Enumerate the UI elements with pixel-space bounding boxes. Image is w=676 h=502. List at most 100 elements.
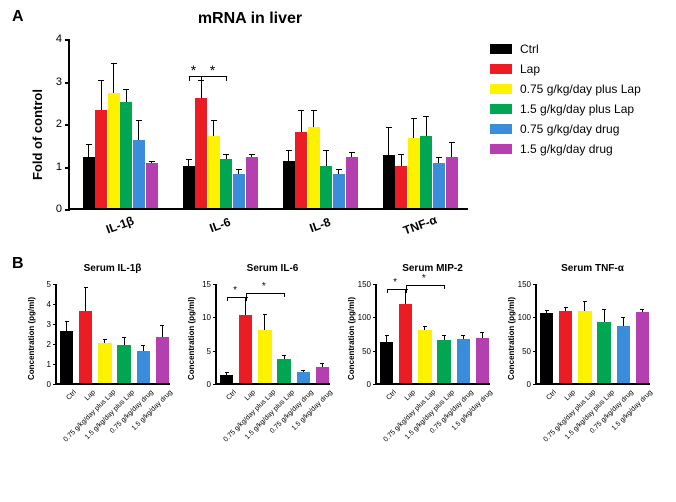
error-bar [426, 117, 427, 136]
error-cap [480, 332, 484, 333]
panel-a-chart: 01234IL-1βIL-6IL-8TNF-α** [68, 40, 468, 210]
bar [133, 140, 145, 208]
error-cap [160, 325, 164, 326]
bar [183, 166, 195, 209]
sig-bracket-leg [227, 297, 228, 301]
bar [297, 372, 310, 383]
panel-b-chart: 050100150CtrlLap0.75 g/kg/day plus Lap1.… [535, 285, 650, 385]
sig-star: * [191, 62, 196, 78]
panel-b-chart-title: Serum TNF-α [515, 263, 670, 274]
error-bar [88, 144, 89, 157]
error-bar [66, 321, 67, 331]
legend-swatch [490, 64, 512, 74]
error-bar [444, 336, 445, 340]
error-bar [413, 119, 414, 138]
y-tick [213, 384, 217, 385]
legend-swatch [490, 124, 512, 134]
error-cap [149, 161, 155, 162]
error-cap [336, 169, 342, 170]
error-bar [623, 317, 624, 326]
error-cap [621, 317, 625, 318]
error-bar [138, 121, 139, 140]
error-bar [565, 307, 566, 311]
sig-bracket-leg [406, 289, 407, 293]
x-group-label: IL-1β [71, 201, 170, 248]
y-tick-label: 15 [193, 280, 211, 289]
panel-b-ylabel: Concentration (pg/ml) [347, 297, 356, 380]
bar [380, 342, 393, 383]
bar [408, 138, 420, 208]
error-bar [584, 302, 585, 311]
y-tick [533, 351, 537, 352]
bar [220, 159, 232, 208]
error-bar [143, 345, 144, 351]
error-bar [438, 157, 439, 163]
bar [559, 311, 572, 383]
error-bar [213, 121, 214, 136]
bar [395, 166, 407, 209]
bar [146, 163, 158, 208]
bar [208, 136, 220, 208]
error-bar [401, 155, 402, 166]
bar [617, 326, 630, 383]
legend-label: 0.75 g/kg/day plus Lap [520, 82, 641, 96]
y-tick-label: 150 [513, 280, 531, 289]
error-cap [111, 63, 117, 64]
error-cap [236, 169, 242, 170]
sig-bracket-leg [284, 293, 285, 297]
y-tick [373, 384, 377, 385]
error-cap [398, 154, 404, 155]
y-tick-label: 0 [33, 380, 51, 389]
bar [433, 163, 445, 208]
error-bar [388, 127, 389, 155]
x-group-label: IL-8 [271, 201, 370, 248]
sig-bracket-leg [246, 297, 247, 301]
bar [420, 136, 432, 208]
y-tick [213, 317, 217, 318]
error-cap [545, 310, 549, 311]
error-cap [583, 301, 587, 302]
bar [60, 331, 73, 383]
y-tick [53, 284, 57, 285]
y-tick [53, 384, 57, 385]
error-bar [113, 64, 114, 94]
y-tick [373, 351, 377, 352]
sig-bracket-leg [444, 285, 445, 289]
error-bar [338, 170, 339, 174]
error-bar [604, 310, 605, 322]
bar [457, 339, 470, 383]
bar [239, 315, 252, 383]
bar [108, 93, 120, 208]
legend-item: Ctrl [490, 42, 641, 56]
y-tick-label: 0 [353, 380, 371, 389]
bar [320, 166, 332, 209]
y-tick [53, 364, 57, 365]
error-bar [226, 155, 227, 159]
error-cap [186, 159, 192, 160]
panel-b-chart-title: Serum IL-1β [35, 263, 190, 274]
error-cap [602, 309, 606, 310]
error-cap [436, 157, 442, 158]
error-cap [323, 150, 329, 151]
y-tick-label: 3 [42, 76, 62, 88]
error-cap [564, 307, 568, 308]
error-bar [451, 142, 452, 157]
y-tick-label: 0 [513, 380, 531, 389]
panel-a-label: A [12, 8, 24, 26]
x-group-label: TNF-α [371, 201, 470, 248]
bar [233, 174, 245, 208]
bar [98, 343, 111, 383]
bar [418, 330, 431, 383]
error-bar [126, 89, 127, 102]
error-bar [313, 110, 314, 127]
sig-star: * [233, 285, 237, 296]
sig-star: * [422, 273, 426, 284]
bar [83, 157, 95, 208]
error-bar [188, 159, 189, 165]
error-cap [211, 120, 217, 121]
legend-swatch [490, 84, 512, 94]
error-cap [103, 339, 107, 340]
y-tick [533, 284, 537, 285]
error-cap [320, 363, 324, 364]
legend-label: 1.5 g/kg/day plus Lap [520, 102, 634, 116]
